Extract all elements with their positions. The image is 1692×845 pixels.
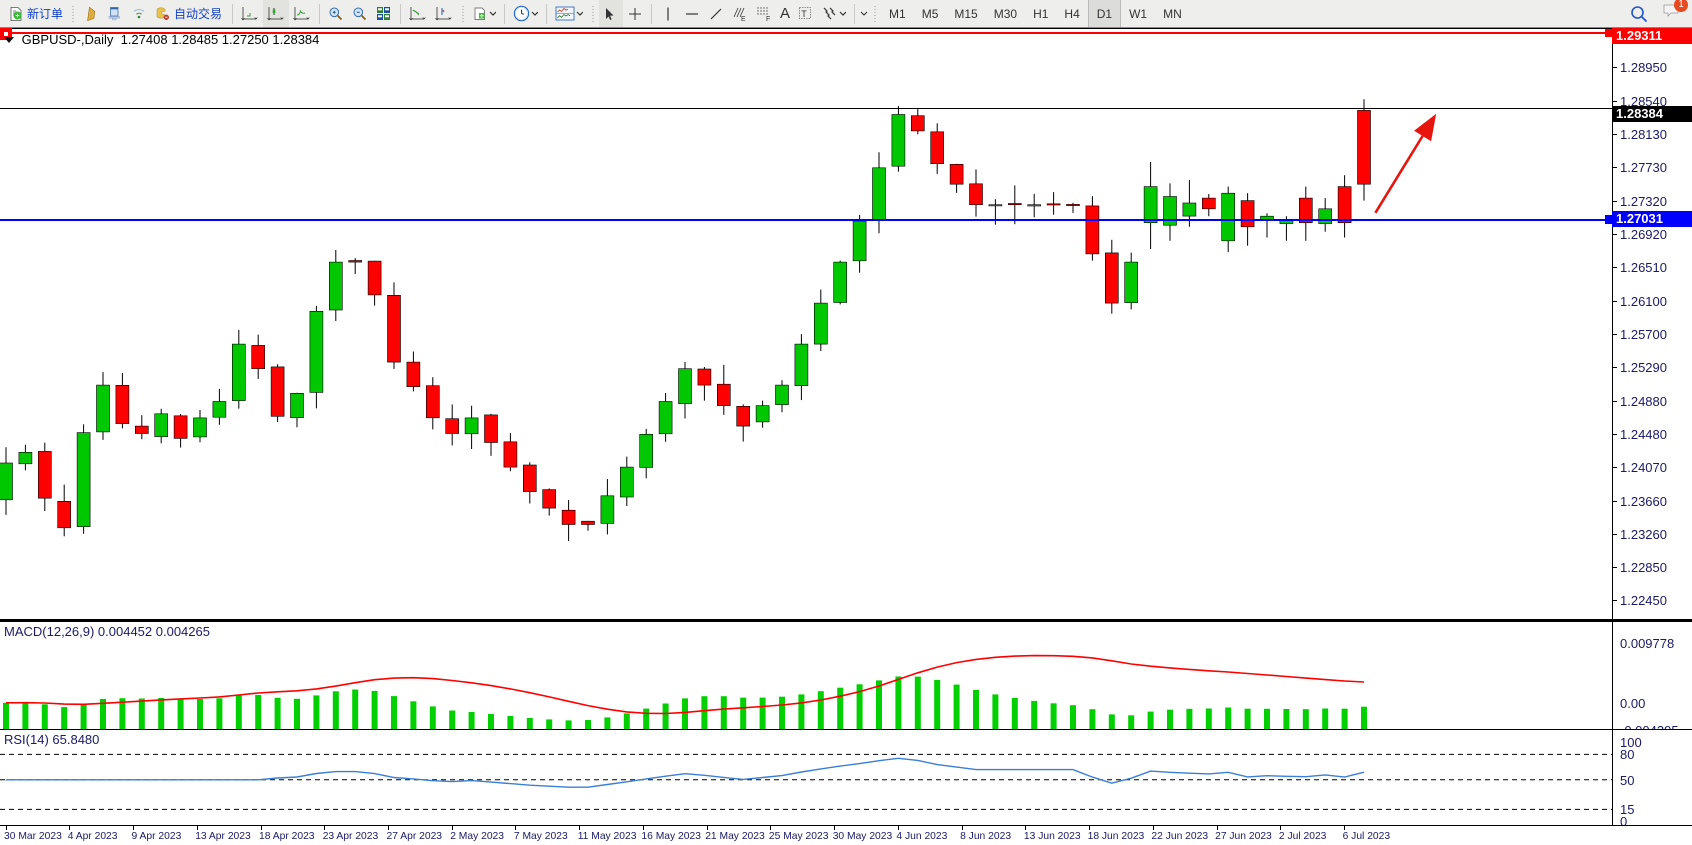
svg-text:T: T bbox=[801, 9, 807, 19]
svg-text:E: E bbox=[741, 16, 746, 22]
svg-text:F: F bbox=[766, 16, 770, 22]
